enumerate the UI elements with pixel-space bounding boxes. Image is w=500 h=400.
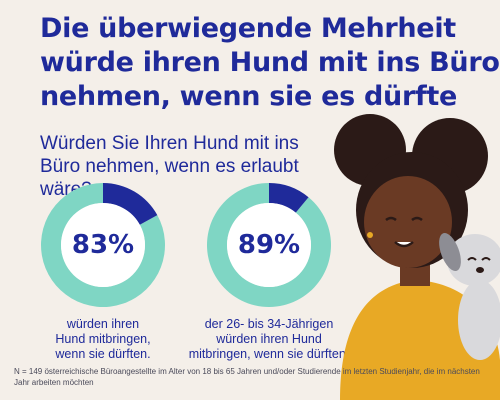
donut-svg-2 [207, 183, 331, 307]
face [364, 176, 452, 268]
donut-hole [227, 203, 311, 287]
donut-caption: der 26- bis 34-Jährigen würden ihren Hun… [188, 317, 350, 361]
donut-chart-age-26-34: 89% [204, 180, 334, 310]
donut-segment-value [207, 183, 331, 307]
dog-head [447, 234, 500, 286]
survey-question: Würden Sie Ihren Hund mit ins Büro nehme… [40, 133, 299, 200]
donut-segment-value [40, 183, 165, 307]
dog-eye-right [481, 257, 491, 261]
donut-caption: würden ihren Hund mitbringen, wenn sie d… [55, 317, 151, 361]
earring [367, 232, 373, 238]
page-title: Die überwiegende Mehrheit würde ihren Hu… [40, 13, 500, 112]
donut-hole [61, 203, 145, 287]
dog-eye-left [467, 257, 477, 261]
donut-chart-all-respondents: 83% [38, 180, 168, 310]
dog-nose [476, 267, 484, 273]
dog-body [458, 280, 500, 360]
woman-with-dog-illustration [334, 114, 500, 400]
donut-svg-1 [40, 183, 165, 307]
dog-ear [439, 232, 461, 272]
eye-left [385, 216, 397, 222]
donut-segment-remainder [103, 183, 158, 225]
footnote: N = 149 österreichische Büroangestellte … [14, 367, 480, 387]
eye-right [411, 216, 423, 222]
smile [394, 241, 414, 248]
donut-segment-remainder [269, 183, 309, 213]
